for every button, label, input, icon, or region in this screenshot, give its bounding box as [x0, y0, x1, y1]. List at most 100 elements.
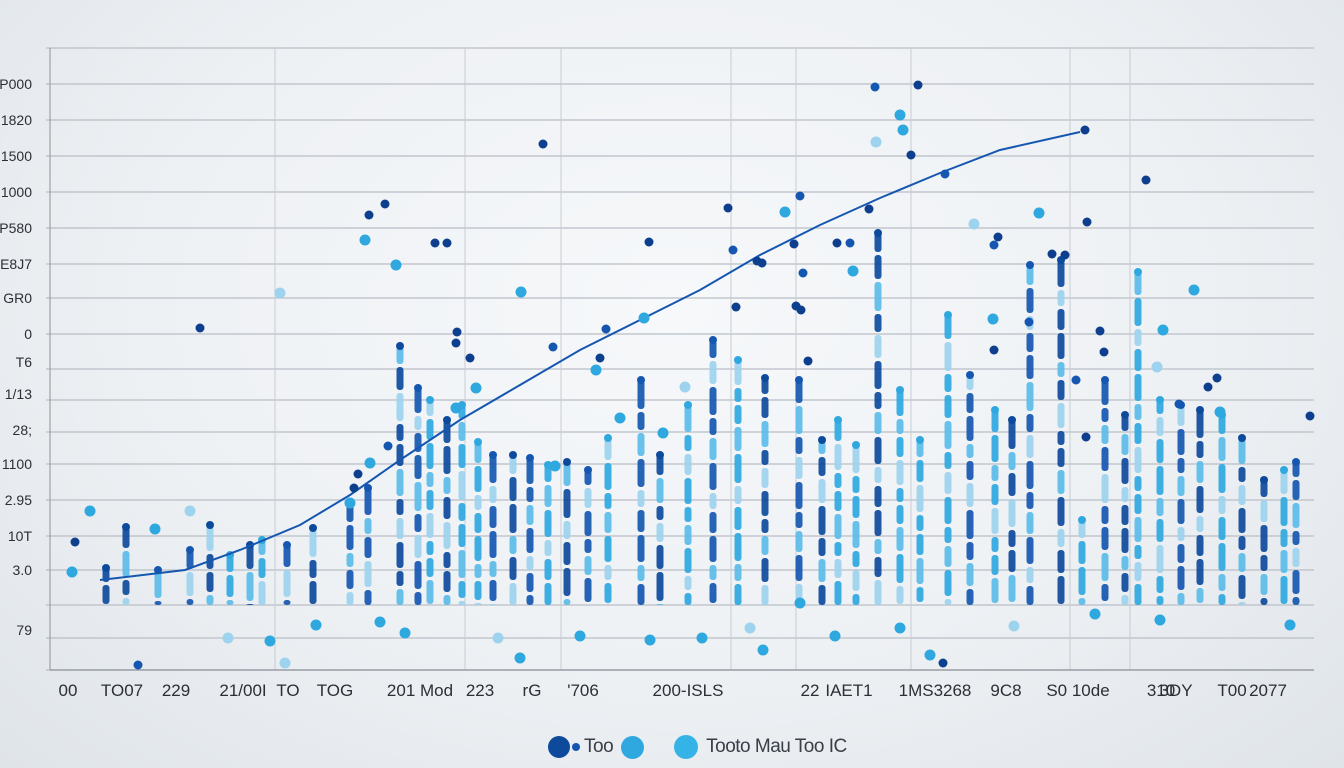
bar-segment: [458, 524, 466, 547]
bar-segment: [818, 479, 826, 503]
data-point-dark: [548, 342, 558, 352]
bar-segment: [1260, 500, 1268, 522]
bar-segment: [1292, 597, 1300, 605]
bar-segment: [1238, 467, 1246, 482]
bar-segment: [396, 589, 404, 605]
bar-segment: [1057, 470, 1065, 494]
bar-segment: [852, 496, 860, 518]
bar-cap: [509, 451, 517, 459]
bar-segment: [396, 367, 404, 390]
bar-segment: [396, 393, 404, 421]
bar-segment: [1156, 596, 1164, 605]
bar-segment: [443, 420, 451, 443]
bar-segment: [1057, 260, 1065, 287]
bar-segment: [966, 416, 974, 441]
legend-item-tooto[interactable]: Tooto Mau Too IC: [674, 735, 847, 759]
bar-cap: [734, 356, 742, 364]
bar-segment: [818, 559, 826, 582]
bar-segment: [364, 561, 372, 587]
bar-segment: [761, 468, 769, 488]
bar-segment: [709, 418, 717, 435]
bar-segment: [734, 388, 742, 402]
y-tick-label: 1820: [0, 112, 32, 128]
bar-segment: [1238, 508, 1246, 533]
data-point-light: [279, 657, 291, 669]
bar-segment: [1134, 562, 1142, 581]
bar-segment: [991, 537, 999, 552]
bar-segment: [1008, 452, 1016, 470]
bar-segment: [258, 558, 266, 578]
bar-segment: [944, 546, 952, 567]
bar-segment: [874, 255, 882, 279]
legend-item-too[interactable]: Too: [548, 735, 645, 759]
y-tick-label: 2.95: [4, 492, 32, 508]
bar-segment: [364, 537, 372, 558]
bar-segment: [991, 555, 999, 575]
data-point-light: [374, 616, 386, 628]
bar-segment: [604, 565, 612, 580]
bar-segment: [489, 455, 497, 483]
bar-segment: [122, 527, 130, 548]
bar-segment: [1134, 447, 1142, 473]
bar-segment: [489, 580, 497, 601]
bar-segment: [206, 595, 214, 605]
bar-segment: [346, 570, 354, 589]
legend-label-tooto: Tooto Mau Too IC: [706, 736, 847, 757]
bar-cap: [364, 484, 372, 492]
bar-segment: [795, 584, 803, 599]
bar-segment: [1280, 497, 1288, 526]
bar-segment: [818, 538, 826, 556]
data-point-light: [870, 136, 882, 148]
bar-segment: [122, 551, 130, 577]
bar-segment: [852, 551, 860, 567]
bar-segment: [1101, 408, 1109, 422]
data-point-dark: [349, 483, 359, 493]
y-tick-label: 1100: [1, 456, 32, 472]
bar-segment: [604, 438, 612, 460]
data-point-light: [274, 287, 286, 299]
bar-segment: [1101, 527, 1109, 550]
bar-segment: [709, 340, 717, 358]
data-point-light: [894, 622, 906, 634]
bar-segment: [226, 600, 234, 605]
bar-segment: [874, 233, 882, 252]
data-point-light: [470, 382, 482, 394]
bar-cap: [896, 386, 904, 394]
bar-segment: [1238, 602, 1246, 605]
bar-segment: [283, 570, 291, 597]
bar-segment: [1026, 461, 1034, 489]
bar-segment: [544, 485, 552, 507]
data-point-dark: [1212, 373, 1222, 383]
bar-segment: [761, 558, 769, 582]
data-point-dark: [798, 268, 808, 278]
bar-cap: [206, 521, 214, 529]
data-point-light: [450, 402, 462, 414]
bar-segment: [1121, 487, 1129, 502]
bar-segment: [206, 525, 214, 551]
bar-segment: [604, 583, 612, 603]
bar-segment: [489, 506, 497, 528]
bar-cap: [874, 229, 882, 237]
bar-segment: [1101, 604, 1109, 605]
bar-segment: [637, 412, 645, 430]
bar-segment: [1057, 290, 1065, 306]
bar-segment: [584, 556, 592, 575]
x-tick-label: 200-ISLS: [652, 681, 724, 700]
data-point-dark: [940, 169, 950, 179]
data-point-light: [829, 630, 841, 642]
bar-segment: [795, 437, 803, 454]
bar-segment: [526, 556, 534, 570]
bar-segment: [1134, 584, 1142, 605]
bar-cap: [656, 451, 664, 459]
x-tick-label: T00: [1217, 681, 1247, 700]
data-point-light: [1284, 619, 1296, 631]
bar-segment: [637, 490, 645, 507]
bar-segment: [458, 444, 466, 468]
bar-segment: [526, 458, 534, 484]
bar-segment: [1280, 529, 1288, 547]
bar-segment: [637, 584, 645, 605]
bar-cap: [1008, 416, 1016, 424]
bar-segment: [734, 360, 742, 385]
bar-segment: [584, 470, 592, 485]
